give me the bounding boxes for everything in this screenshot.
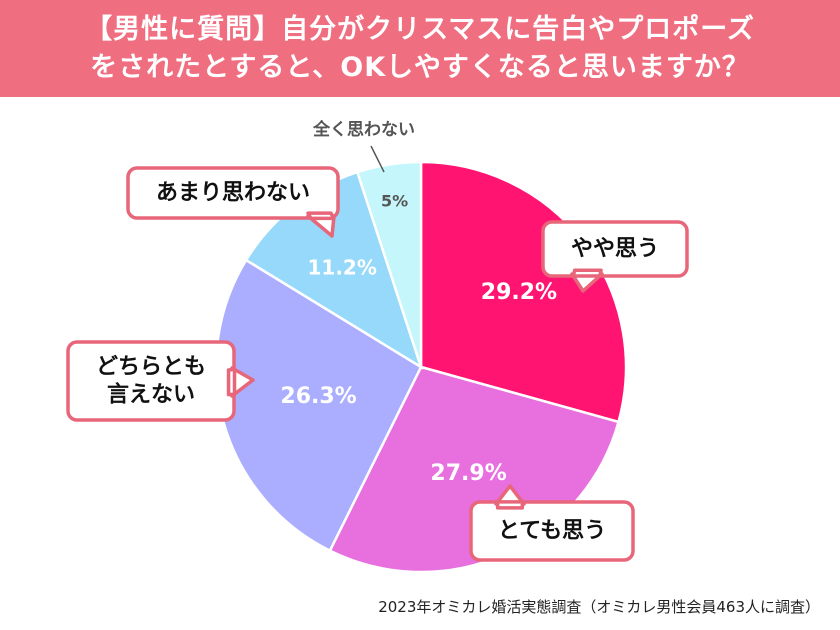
- pie-leader-line-5: [370, 145, 385, 173]
- source-note: 2023年オミカレ婚活実態調査（オミカレ男性会員463人に調査）: [378, 598, 820, 616]
- pie-category-label-1: やや思う: [571, 237, 659, 262]
- pie-category-label-3-line-1: どちらとも: [96, 355, 206, 380]
- pie-category-callout-2: とても思う: [469, 484, 635, 562]
- pie-category-callout-1: やや思う: [541, 220, 689, 293]
- pie-slice-5: [355, 160, 423, 368]
- pie-value-label-4: 11.2%: [308, 255, 377, 279]
- pie-value-label-5: 5%: [381, 191, 408, 210]
- pie-category-label-3-line-2: 言えない: [107, 382, 195, 408]
- pie-value-label-3: 26.3%: [280, 384, 356, 409]
- title-bar: 【男性に質問】自分がクリスマスに告白やプロポーズ をされたとすると、OKしやすく…: [0, 0, 840, 97]
- pie-value-label-2: 27.9%: [430, 461, 506, 486]
- pie-value-label-1: 29.2%: [481, 280, 557, 305]
- chart-title-line-1: 【男性に質問】自分がクリスマスに告白やプロポーズ: [85, 13, 755, 45]
- pie-category-label-5: 全く思わない: [312, 119, 415, 140]
- pie-category-label-4: あまり思わない: [156, 181, 310, 206]
- chart-title-line-2: をされたとすると、OKしやすくなると思いますか？: [90, 51, 750, 83]
- pie-category-label-2: とても思う: [498, 519, 606, 544]
- pie-value-labels: 29.2% 27.9% 26.3% 11.2% 5%: [280, 191, 557, 486]
- pie-category-callout-4: あまり思わない: [126, 166, 340, 238]
- pie-slice-3: [214, 258, 423, 553]
